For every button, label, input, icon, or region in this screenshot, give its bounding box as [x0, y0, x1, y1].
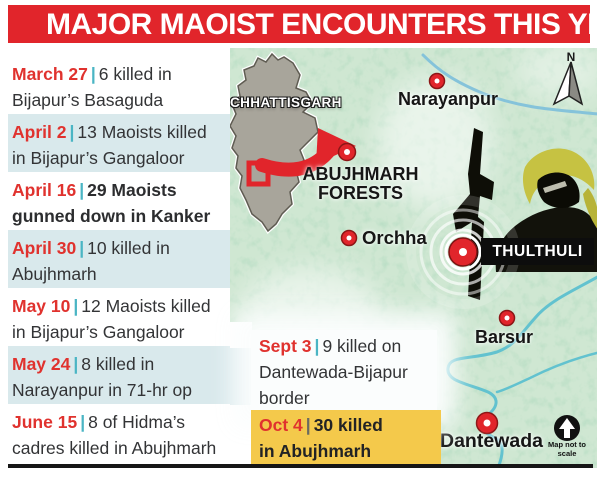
entry-divider: |: [79, 180, 85, 200]
entry-date: May 24: [12, 354, 71, 374]
entry-divider: |: [80, 412, 86, 432]
marker-thulthuli: [444, 233, 482, 271]
state-shape-border: [230, 52, 319, 233]
label-barsur: Barsur: [475, 327, 534, 347]
entry-divider: |: [314, 336, 320, 356]
scale-note: Map not to scale: [548, 440, 586, 458]
marker-abujhmarh: [337, 142, 357, 162]
entry-divider: |: [305, 415, 311, 435]
markers: [337, 72, 516, 435]
entry-date: April 16: [12, 180, 77, 200]
timeline-entry-march27: March 27 | 6 killed in Bijapur’s Basaguda: [8, 56, 230, 114]
entry-date: April 2: [12, 122, 67, 142]
label-narayanpur: Narayanpur: [397, 89, 499, 109]
face-highlight: [543, 181, 567, 193]
label-abujhmarh-forests: ABUJHMARH FORESTS: [302, 164, 419, 203]
entry-desc: 30 killed in Abujhmarh: [259, 415, 383, 461]
headscarf: [522, 148, 595, 204]
scale-icon: [554, 415, 580, 441]
entry-desc: 9 killed on Dantewada-Bijapur border: [259, 336, 408, 408]
headscarf-drape: [583, 188, 597, 229]
entry-desc: 13 Maoists killed in Bijapur’s Gangaloor: [12, 122, 207, 168]
river-path-north: [421, 53, 597, 116]
entry-divider: |: [73, 296, 79, 316]
compass-north-label: N: [566, 50, 576, 64]
label-dantewada: Dantewada: [440, 430, 543, 452]
entry-divider: |: [90, 64, 96, 84]
figure-face: [537, 172, 580, 208]
river-path-branch: [495, 351, 597, 394]
rifle-icon: [453, 128, 494, 300]
attack-arrow-head: [316, 128, 356, 164]
panel-filler: [230, 322, 252, 466]
marker-dantewada: [475, 411, 499, 435]
entry-desc: 12 Maoists killed in Bijapur’s Gangaloor: [12, 296, 211, 342]
rivers: [421, 53, 597, 468]
entry-desc: 10 killed in Abujhmarh: [12, 238, 170, 284]
entry-desc: 8 killed in Narayanpur in 71-hr op: [12, 354, 192, 400]
marker-barsur: [498, 309, 516, 327]
callout-oct4: Oct 4 | 30 killed in Abujhmarh: [251, 410, 441, 466]
header-banner: MAJOR MAOIST ENCOUNTERS THIS YEAR: [8, 5, 601, 43]
timeline-panel: March 27 | 6 killed in Bijapur’s Basaguda …: [8, 48, 230, 466]
river-path-south: [446, 275, 597, 468]
entry-divider: |: [79, 238, 85, 258]
timeline-entry-may24: May 24 | 8 killed in Narayanpur in 71-hr o…: [8, 346, 230, 404]
entry-date: June 15: [12, 412, 78, 432]
timeline-entry-april30: April 30 | 10 killed in Abujhmarh: [8, 230, 230, 288]
entry-date: May 10: [12, 296, 71, 316]
page-title: MAJOR MAOIST ENCOUNTERS THIS YEAR: [46, 8, 601, 41]
marker-narayanpur: [428, 72, 446, 90]
label-orchha: Orchha: [362, 227, 427, 248]
compass-icon: [552, 61, 584, 106]
entry-desc: 8 of Hidma’s cadres killed in Abujhmarh: [12, 412, 217, 458]
label-thulthuli: THULTHULI: [481, 238, 594, 265]
timeline-entry-april16: April 16 | 29 Maoists gunned down in Kanke…: [8, 172, 230, 230]
timeline-entry-may10: May 10 | 12 Maoists killed in Bijapur’s Ga…: [8, 288, 230, 346]
entry-date: Sept 3: [259, 336, 312, 356]
timeline-entry-april2: April 2 | 13 Maoists killed in Bijapur’s G…: [8, 114, 230, 172]
entry-date: April 30: [12, 238, 77, 258]
entry-date: March 27: [12, 64, 88, 84]
entry-divider: |: [73, 354, 79, 374]
bottom-rule: [8, 464, 593, 468]
state-label: CHHATTISGARH: [230, 95, 342, 110]
entry-desc: 6 killed in Bijapur’s Basaguda: [12, 64, 172, 110]
entry-divider: |: [69, 122, 75, 142]
entry-date: Oct 4: [259, 415, 303, 435]
marker-orchha: [340, 229, 358, 247]
callout-sept3: Sept 3 | 9 killed on Dantewada-Bijapur bor…: [251, 330, 437, 410]
entry-desc: 29 Maoists gunned down in Kanker: [12, 180, 211, 226]
timeline-entry-june15: June 15 | 8 of Hidma’s cadres killed in Ab…: [8, 404, 230, 462]
